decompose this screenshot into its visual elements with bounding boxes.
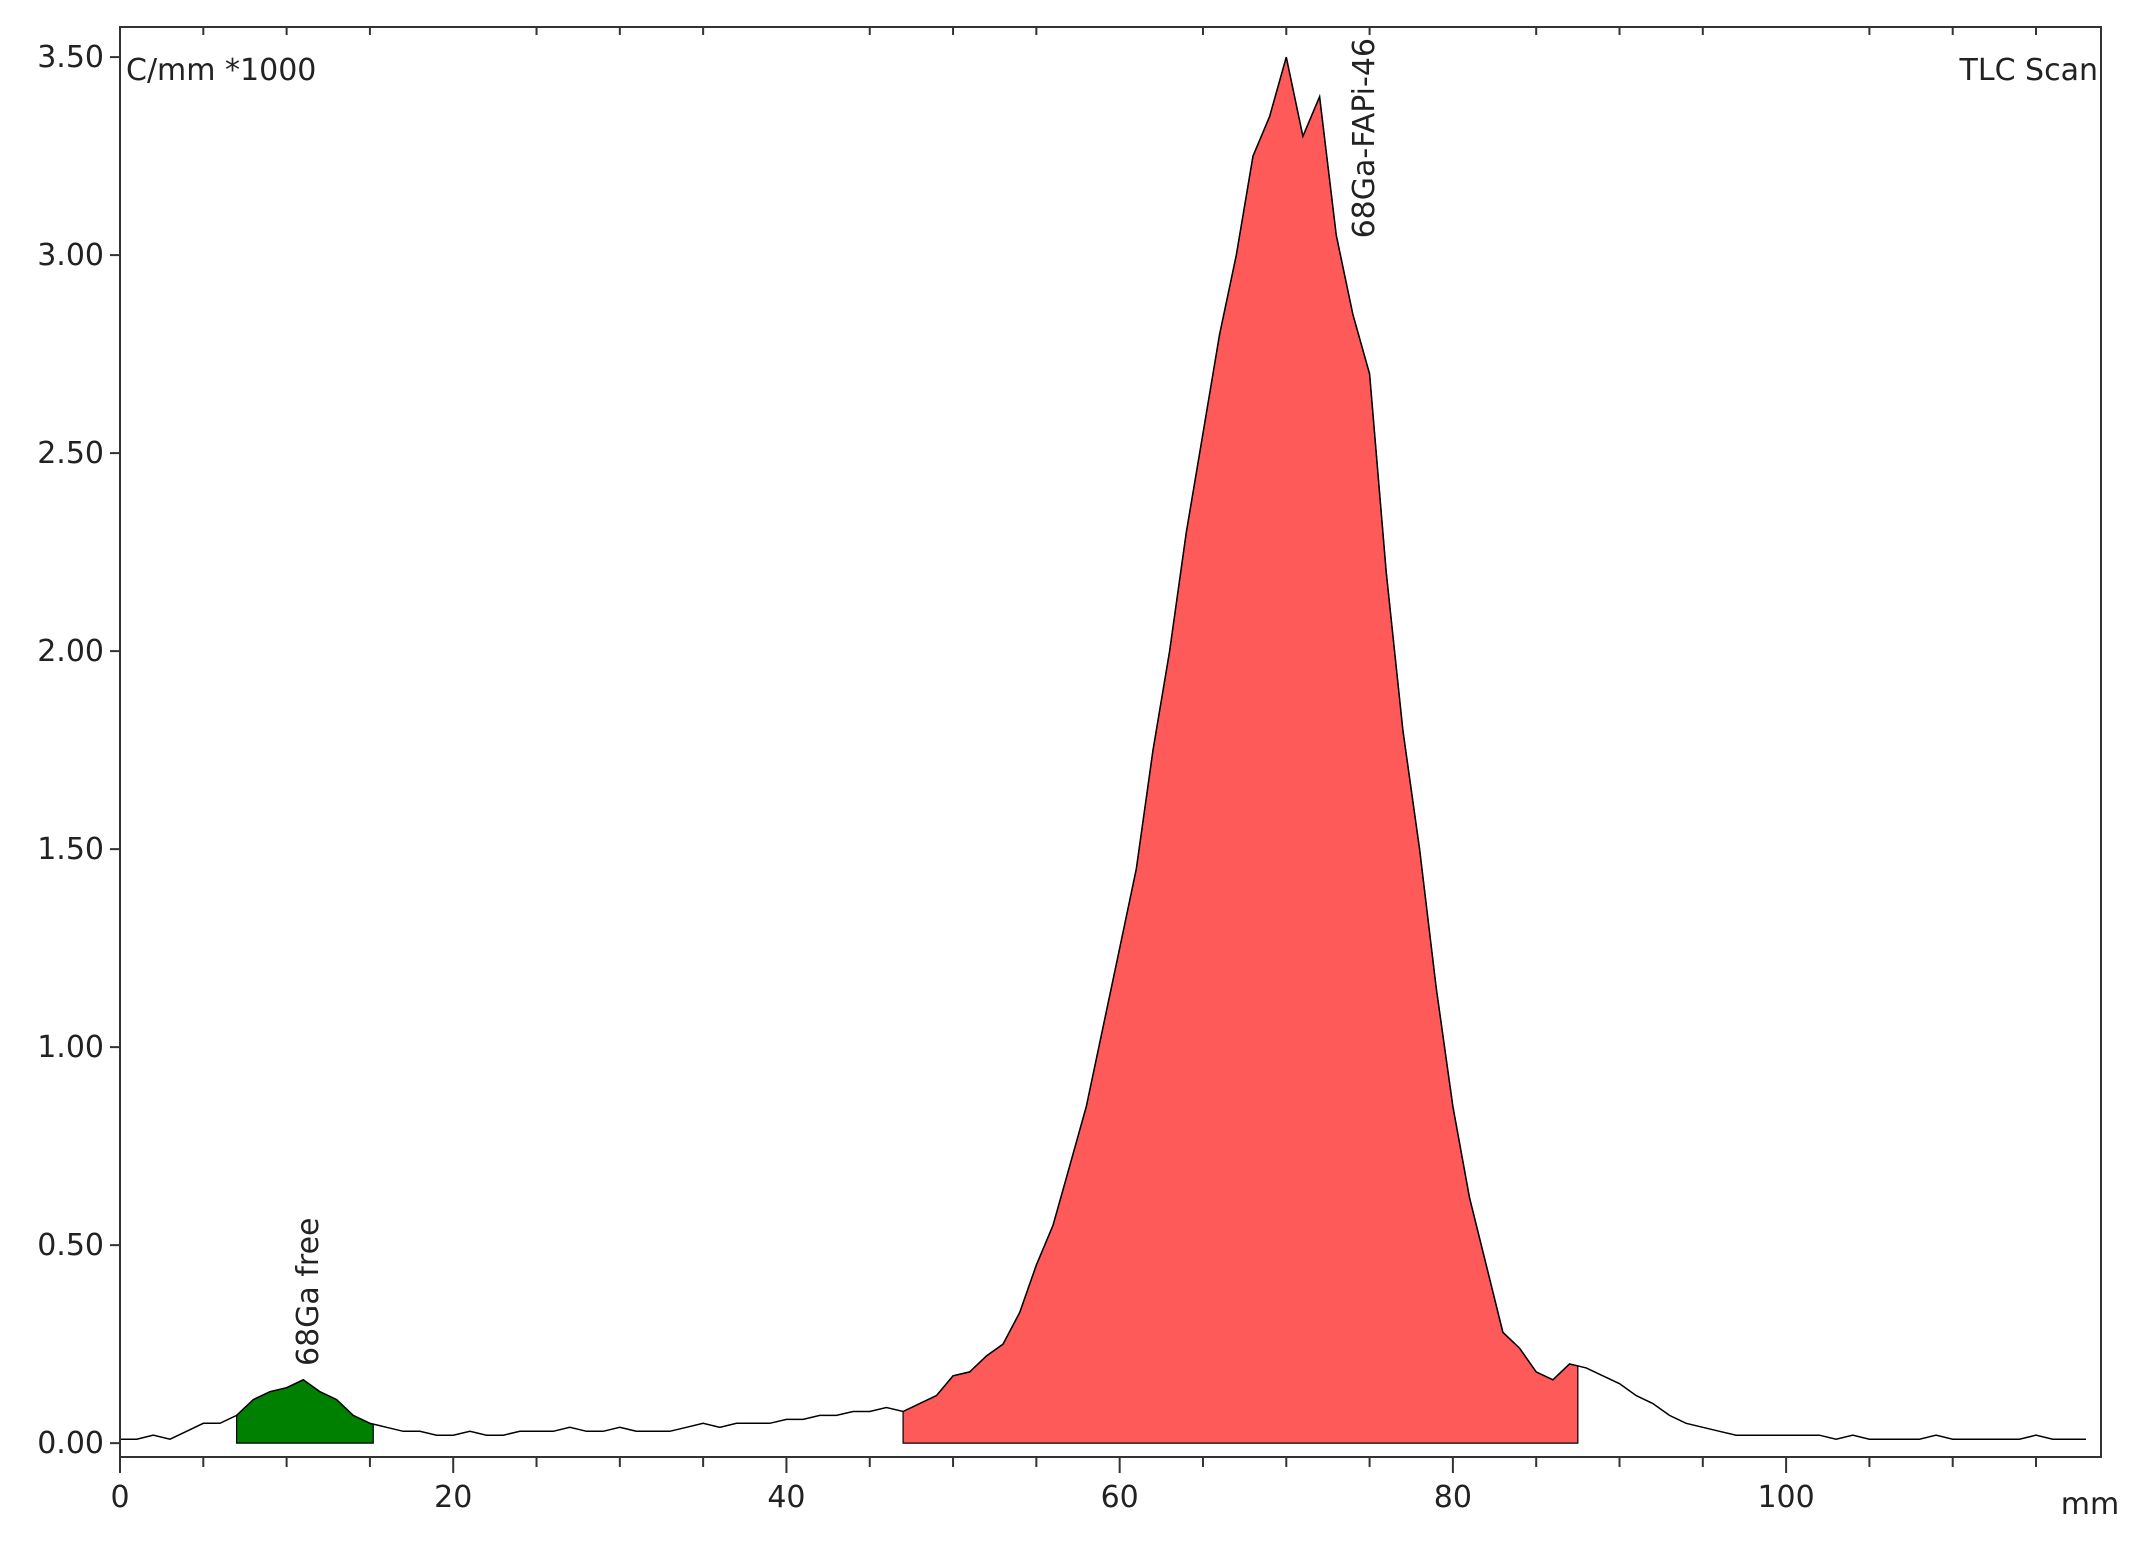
y-tick-label: 2.50 bbox=[37, 436, 104, 471]
y-tick-label: 3.50 bbox=[37, 40, 104, 75]
chart-title: TLC Scan bbox=[1959, 53, 2098, 88]
y-tick-label: 0.50 bbox=[37, 1228, 104, 1263]
plot-frame bbox=[119, 26, 2102, 1458]
x-tick-label: 40 bbox=[767, 1480, 805, 1515]
y-tick-label: 3.00 bbox=[37, 238, 104, 273]
y-axis-label: C/mm *1000 bbox=[126, 53, 316, 88]
x-tick-label: 0 bbox=[110, 1480, 129, 1515]
x-axis-label: mm bbox=[2061, 1487, 2119, 1522]
y-tick-label: 0.00 bbox=[37, 1426, 104, 1461]
y-tick-label: 2.00 bbox=[37, 634, 104, 669]
y-tick-label: 1.50 bbox=[37, 832, 104, 867]
y-tick-label: 1.00 bbox=[37, 1030, 104, 1065]
peak-label: 68Ga-FAPi-46 bbox=[1347, 38, 1382, 238]
x-tick-label: 100 bbox=[1757, 1480, 1814, 1515]
x-tick-label: 20 bbox=[434, 1480, 472, 1515]
peak-label: 68Ga free bbox=[291, 1218, 326, 1367]
x-tick-label: 60 bbox=[1101, 1480, 1139, 1515]
scan-trace bbox=[120, 56, 2086, 1440]
x-tick-label: 80 bbox=[1434, 1480, 1472, 1515]
